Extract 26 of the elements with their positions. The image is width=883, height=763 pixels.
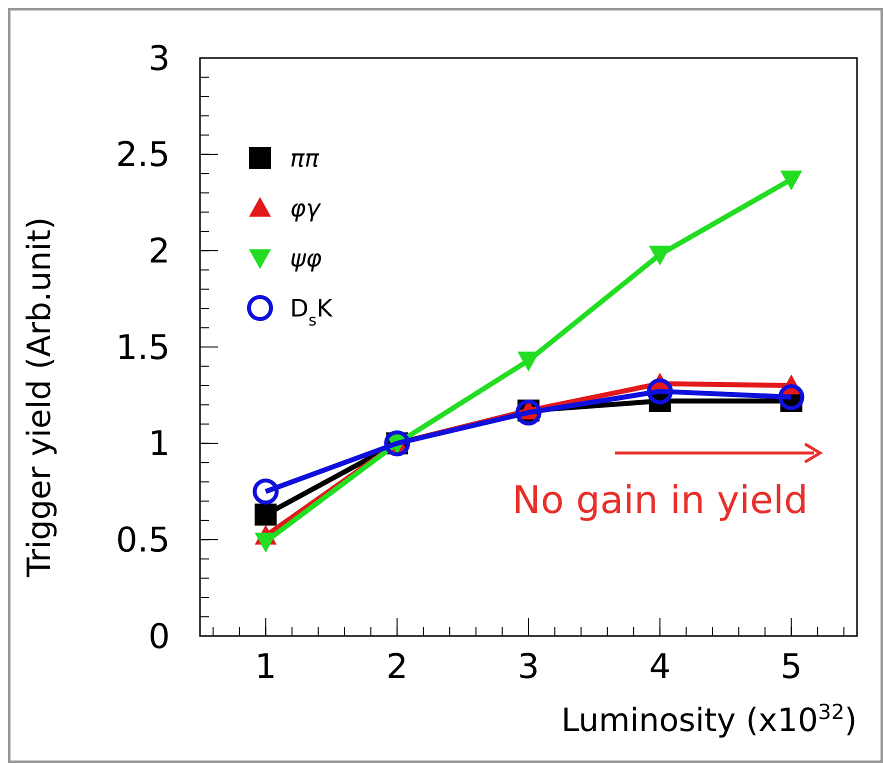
x-tick-label: 4 <box>649 647 671 687</box>
y-axis-title: Trigger yield (Arb.unit) <box>20 217 58 578</box>
point <box>648 246 671 266</box>
point <box>516 400 542 426</box>
legend-label: ππ <box>290 144 320 172</box>
legend-label: ψφ <box>290 244 322 272</box>
x-tick-label: 5 <box>780 647 802 687</box>
y-tick-label: 1.5 <box>116 328 170 368</box>
point <box>252 478 279 504</box>
y-tick-label: 2 <box>148 232 170 272</box>
point <box>780 170 802 190</box>
y-tick-label: 0.5 <box>116 520 170 561</box>
x-tick-label: 1 <box>254 647 277 687</box>
legend-label: D$_{s}$K <box>290 294 334 330</box>
x-tick-label: 3 <box>518 647 540 687</box>
x-tick-label: 2 <box>386 647 408 687</box>
legend-label: φγ <box>290 194 322 222</box>
x-axis-title: Luminosity (x10$^{32}$) <box>561 700 857 739</box>
annotation: No gain in yield <box>512 478 808 522</box>
point <box>778 384 804 410</box>
y-tick-label: 3 <box>148 38 170 79</box>
point <box>646 378 673 404</box>
y-tick-label: 0 <box>148 616 170 657</box>
y-tick-label: 1 <box>148 424 170 464</box>
y-tick-label: 2.5 <box>116 135 170 176</box>
point <box>254 504 277 526</box>
